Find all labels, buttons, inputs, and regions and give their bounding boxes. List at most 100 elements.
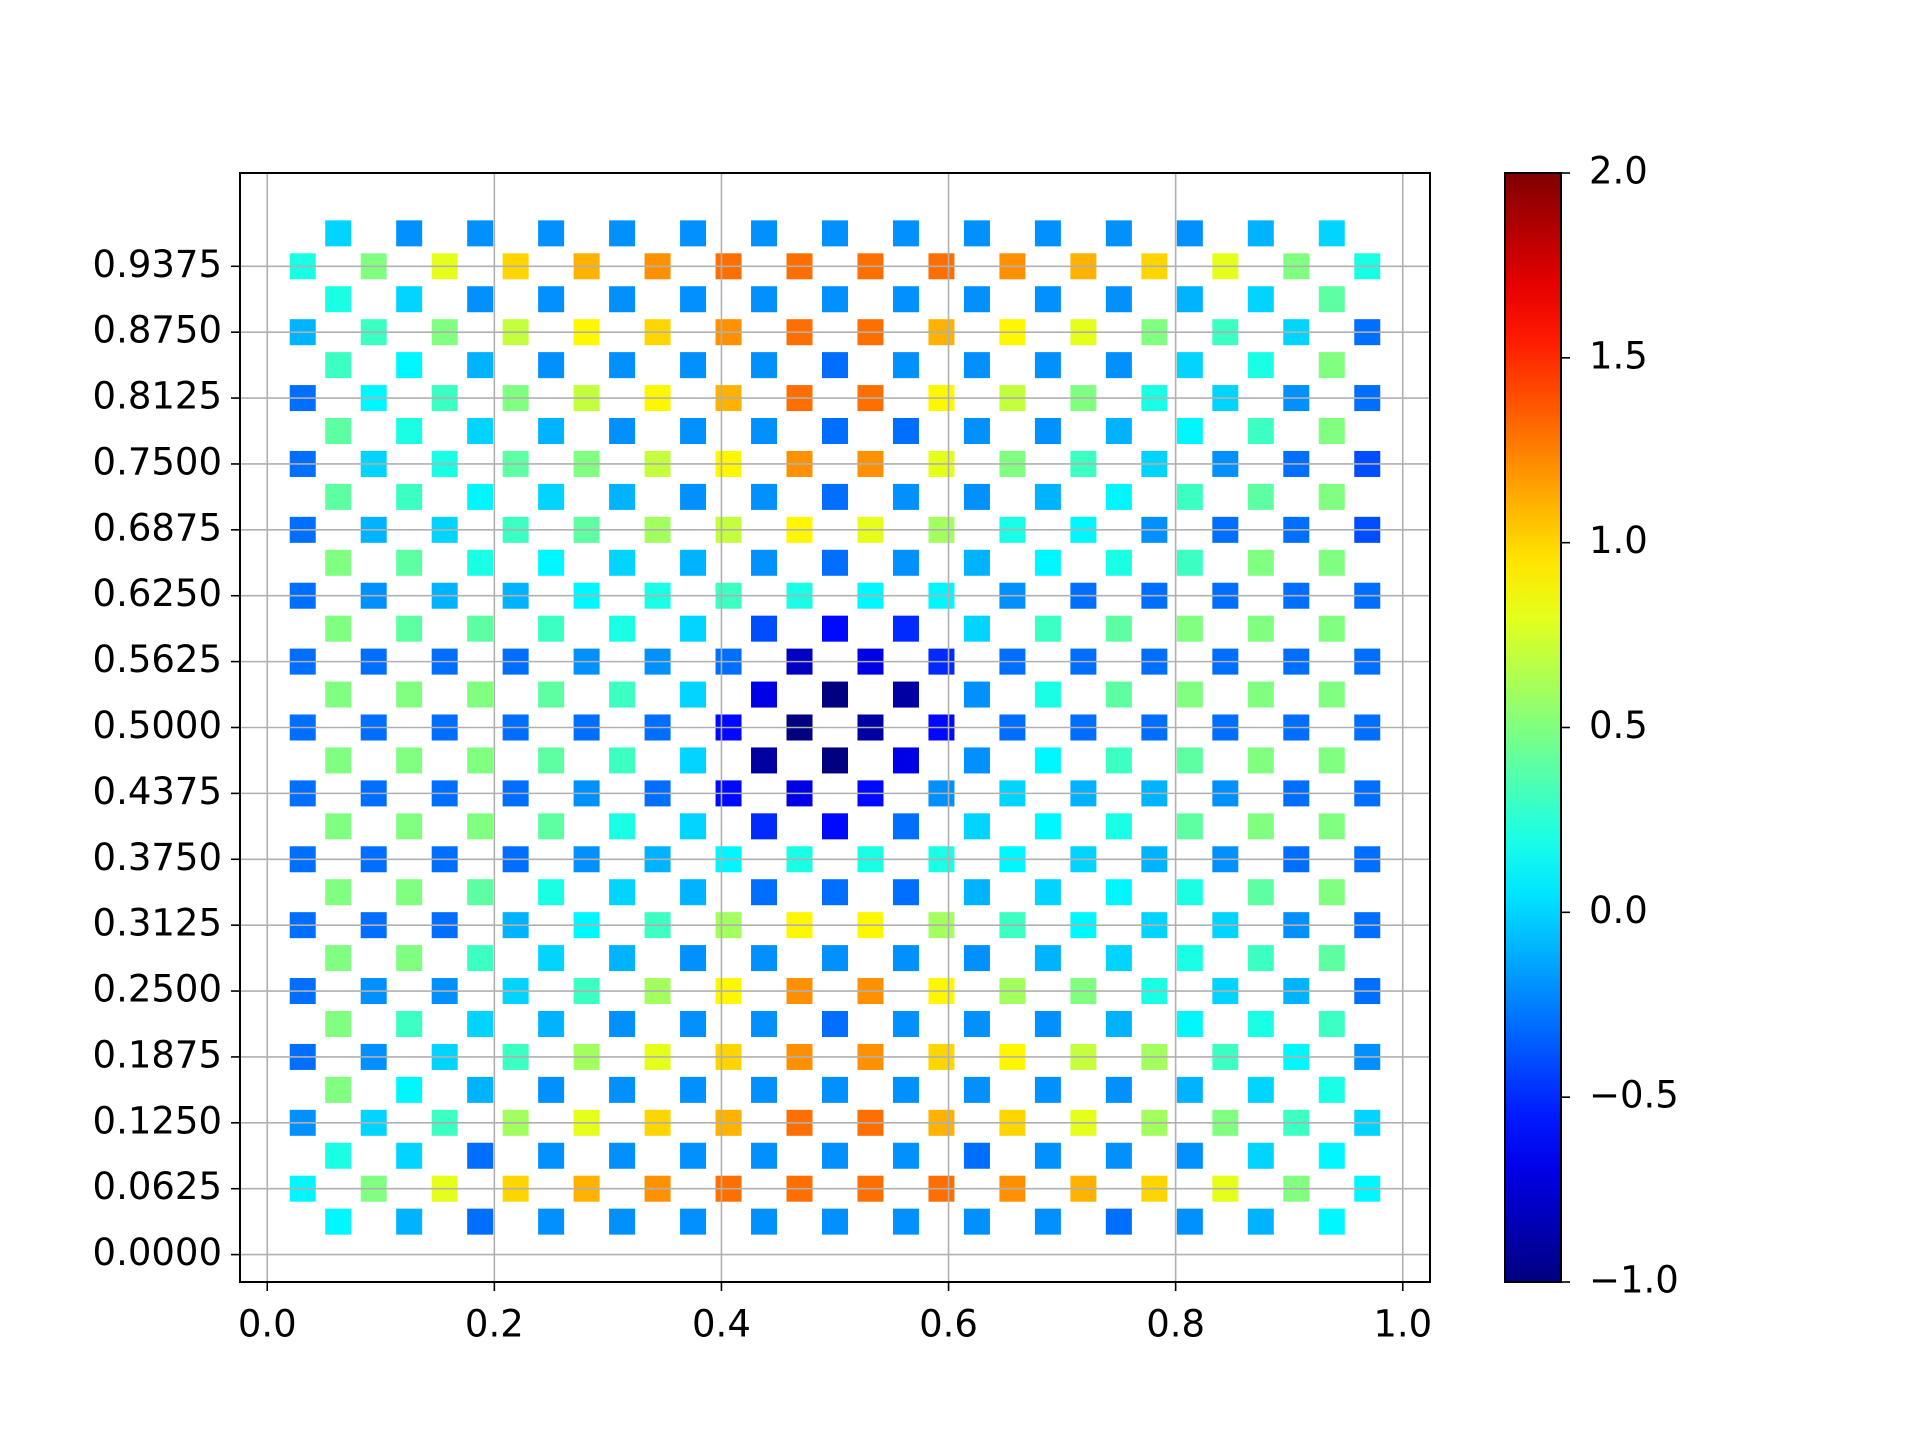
marker: [751, 1076, 778, 1103]
marker: [1247, 1208, 1274, 1235]
marker: [892, 220, 919, 247]
marker: [963, 945, 990, 972]
marker: [1034, 352, 1061, 379]
marker: [751, 813, 778, 840]
marker: [1247, 1142, 1274, 1169]
marker: [822, 747, 848, 774]
marker: [396, 813, 423, 840]
marker: [892, 615, 919, 642]
marker: [1247, 1076, 1274, 1103]
colorbar-tick-label: 0.5: [1589, 704, 1648, 747]
x-tick-label: 0.6: [919, 1303, 978, 1346]
marker: [325, 615, 352, 642]
marker: [1105, 1076, 1132, 1103]
marker: [325, 1142, 352, 1169]
marker: [1034, 1208, 1061, 1235]
marker: [609, 1076, 636, 1103]
marker: [538, 286, 565, 313]
marker: [325, 747, 352, 774]
x-tick-label: 0.8: [1146, 1303, 1205, 1346]
colorbar-tick-label: 2.0: [1589, 150, 1648, 193]
marker: [892, 286, 919, 313]
marker: [467, 747, 494, 774]
colorbar-tick-label: 1.5: [1589, 334, 1648, 377]
x-tick-label: 0.2: [465, 1303, 524, 1346]
marker: [1318, 747, 1345, 774]
y-tick-label: 0.7500: [93, 440, 222, 483]
marker: [1105, 681, 1132, 708]
x-tick-label: 0.4: [692, 1303, 751, 1346]
marker: [963, 747, 990, 774]
marker: [325, 549, 352, 576]
marker: [751, 418, 778, 445]
marker: [1034, 747, 1061, 774]
marker: [1034, 945, 1061, 972]
y-tick-label: 0.1250: [93, 1099, 222, 1142]
marker: [1247, 813, 1274, 840]
colorbar-tick-label: 1.0: [1589, 519, 1648, 562]
marker: [467, 220, 494, 247]
marker: [963, 418, 990, 445]
marker: [396, 1142, 423, 1169]
marker: [1247, 549, 1274, 576]
marker: [822, 1076, 848, 1103]
marker: [892, 483, 919, 510]
marker: [892, 945, 919, 972]
marker: [538, 681, 565, 708]
marker: [1105, 945, 1132, 972]
marker: [1247, 879, 1274, 906]
marker: [1318, 286, 1345, 313]
marker: [822, 879, 848, 906]
y-tick-label: 0.3750: [93, 836, 222, 879]
marker: [963, 681, 990, 708]
marker: [1034, 286, 1061, 313]
marker: [892, 549, 919, 576]
marker: [1176, 483, 1203, 510]
marker: [609, 549, 636, 576]
marker: [1034, 681, 1061, 708]
marker: [1318, 1076, 1345, 1103]
y-tick-label: 0.9375: [93, 243, 222, 286]
marker: [325, 879, 352, 906]
marker: [396, 879, 423, 906]
marker: [1105, 615, 1132, 642]
marker: [822, 1208, 848, 1235]
marker: [680, 813, 707, 840]
marker: [1176, 220, 1203, 247]
marker: [680, 1076, 707, 1103]
marker: [680, 549, 707, 576]
marker: [1176, 945, 1203, 972]
marker: [325, 1010, 352, 1037]
y-tick-label: 0.8125: [93, 375, 222, 418]
marker: [609, 483, 636, 510]
marker: [325, 813, 352, 840]
colorbar-tick-label: −1.0: [1589, 1259, 1679, 1302]
marker: [1034, 418, 1061, 445]
y-tick-label: 0.6250: [93, 572, 222, 615]
marker: [892, 352, 919, 379]
marker: [1318, 615, 1345, 642]
marker: [1176, 879, 1203, 906]
marker: [467, 549, 494, 576]
marker: [1105, 418, 1132, 445]
marker: [680, 483, 707, 510]
marker: [1318, 549, 1345, 576]
marker: [822, 1010, 848, 1037]
marker: [538, 879, 565, 906]
marker: [822, 286, 848, 313]
marker: [751, 483, 778, 510]
marker: [1105, 1208, 1132, 1235]
marker: [325, 1076, 352, 1103]
marker: [396, 747, 423, 774]
marker: [325, 286, 352, 313]
marker: [467, 1076, 494, 1103]
x-tick-label: 1.0: [1373, 1303, 1432, 1346]
marker: [1105, 549, 1132, 576]
marker: [467, 418, 494, 445]
marker: [963, 220, 990, 247]
marker: [538, 220, 565, 247]
y-tick-label: 0.8750: [93, 309, 222, 352]
marker: [1318, 1208, 1345, 1235]
marker: [680, 879, 707, 906]
